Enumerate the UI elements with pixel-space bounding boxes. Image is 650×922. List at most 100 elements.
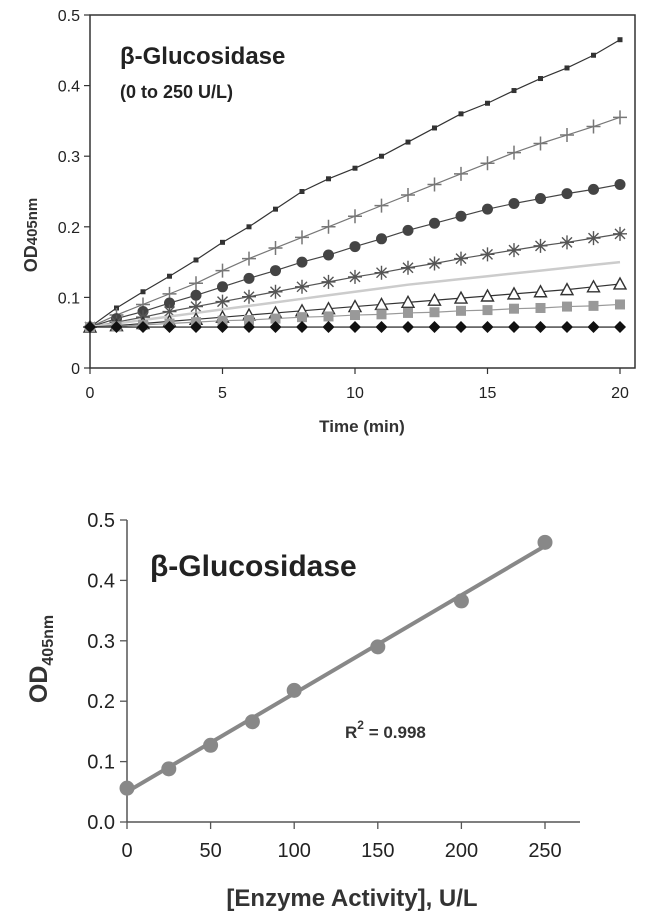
- data-point: [299, 189, 305, 194]
- chart-title: β-Glucosidase: [150, 550, 357, 583]
- data-point: [242, 251, 256, 266]
- data-point: [190, 289, 202, 301]
- data-point: [163, 321, 176, 334]
- data-point: [203, 737, 219, 753]
- y-tick-label: 0.1: [58, 290, 80, 307]
- y-tick-label: 0.3: [58, 149, 80, 166]
- y-tick-label: 0.4: [58, 79, 80, 96]
- data-point: [164, 297, 175, 309]
- data-point: [189, 276, 203, 291]
- y-tick-label: 0.2: [87, 691, 115, 713]
- x-axis-title: Time (min): [319, 417, 405, 436]
- data-point: [454, 251, 468, 266]
- data-point: [537, 534, 553, 550]
- y-axis-title: OD405nm: [21, 198, 41, 273]
- data-point: [458, 111, 464, 117]
- data-point: [323, 249, 334, 261]
- data-point: [161, 761, 177, 777]
- data-point: [560, 128, 574, 143]
- data-point: [538, 76, 543, 82]
- data-point: [560, 235, 574, 250]
- trend-line: [125, 544, 547, 794]
- data-point: [586, 231, 601, 246]
- data-point: [533, 238, 548, 253]
- data-point: [114, 305, 119, 311]
- data-point: [370, 639, 386, 655]
- data-point: [588, 300, 599, 311]
- y-tick-label: 0: [71, 361, 80, 378]
- data-point: [84, 321, 96, 334]
- data-point: [588, 183, 599, 195]
- data-point: [535, 302, 546, 313]
- data-point: [506, 286, 522, 300]
- data-point: [374, 198, 389, 213]
- plot-frame: [89, 14, 636, 369]
- data-point: [376, 233, 387, 245]
- x-tick-label: 5: [218, 385, 227, 402]
- data-point: [295, 230, 309, 245]
- data-point: [110, 321, 123, 334]
- data-point: [561, 321, 573, 334]
- data-point: [321, 274, 336, 289]
- data-point: [217, 315, 228, 326]
- data-point: [455, 210, 467, 222]
- r-squared-label: R: [345, 723, 357, 742]
- data-point: [586, 119, 601, 134]
- series-5: [89, 260, 621, 329]
- data-point: [244, 714, 260, 730]
- data-point: [429, 217, 440, 229]
- x-tick-label: 100: [278, 840, 311, 862]
- x-tick-label: 0: [121, 840, 132, 862]
- y-axis-title-subscript: 405nm: [24, 198, 41, 246]
- data-point: [455, 321, 467, 334]
- data-point: [614, 178, 626, 190]
- data-point: [508, 198, 520, 210]
- data-point: [167, 273, 172, 279]
- data-point: [189, 299, 203, 314]
- data-point: [612, 276, 628, 290]
- y-tick-label: 0.2: [58, 220, 80, 237]
- y-axis-title-subscript: 405nm: [40, 615, 57, 666]
- data-point: [613, 110, 627, 125]
- data-point: [507, 243, 521, 258]
- data-point: [428, 321, 441, 334]
- data-point: [403, 307, 413, 318]
- data-point: [533, 136, 548, 151]
- data-point: [482, 305, 493, 316]
- data-point: [535, 193, 546, 205]
- data-point: [270, 265, 281, 277]
- data-point: [480, 288, 495, 302]
- series-line: [89, 260, 621, 329]
- data-point: [348, 269, 362, 284]
- data-point: [427, 177, 442, 192]
- r-squared-value: = 0.998: [364, 723, 426, 742]
- data-point: [402, 321, 414, 334]
- data-point: [562, 301, 572, 312]
- data-point: [617, 37, 623, 43]
- data-point: [534, 321, 547, 334]
- x-tick-label: 15: [479, 385, 497, 402]
- data-point: [591, 52, 596, 58]
- data-point: [427, 292, 442, 306]
- y-tick-label: 0.5: [87, 510, 115, 532]
- data-point: [614, 321, 626, 334]
- y-tick-label: 0.1: [87, 752, 115, 774]
- chart-title: β-Glucosidase: [120, 43, 285, 70]
- data-point: [244, 314, 254, 325]
- data-point: [162, 304, 177, 319]
- data-point: [217, 281, 228, 293]
- data-point: [190, 321, 202, 334]
- data-point: [348, 209, 362, 224]
- x-tick-label: 200: [445, 840, 478, 862]
- x-tick-label: 10: [346, 385, 364, 402]
- data-point: [349, 321, 361, 334]
- standard-curve-chart: 0 50 100 150 200 250 0.0 0.1 0.2 0.3 0.4 0.5 β-Gluc…: [25, 510, 580, 912]
- data-point: [243, 321, 255, 334]
- data-point: [243, 272, 255, 284]
- data-point: [326, 176, 331, 182]
- x-tick-label: 150: [361, 840, 394, 862]
- data-point: [270, 313, 281, 324]
- time-course-chart: 0 5 10 15 20 0 0.1 0.2 0.3 0.4 0.5 β-Glucosidase (…: [21, 8, 636, 436]
- data-point: [119, 780, 135, 796]
